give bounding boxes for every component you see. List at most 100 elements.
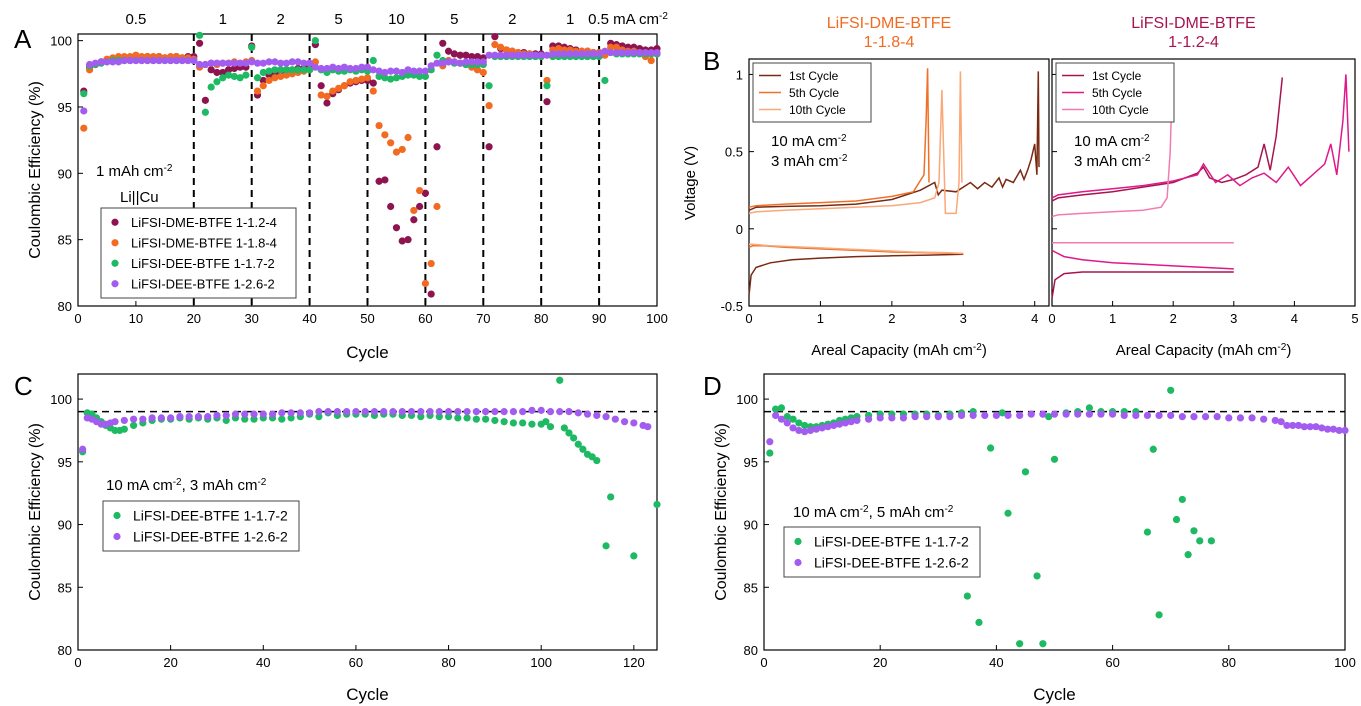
data-point — [410, 216, 418, 224]
data-point — [542, 418, 550, 426]
data-point — [369, 56, 377, 65]
data-point — [294, 66, 302, 74]
data-point — [444, 413, 453, 421]
data-point — [241, 410, 249, 418]
y-axis-label: Voltage (V) — [682, 146, 699, 220]
legend-box — [102, 500, 300, 552]
data-point — [120, 416, 128, 425]
data-point — [998, 409, 1006, 417]
data-point — [795, 426, 803, 435]
data-point — [334, 64, 343, 73]
data-point — [1312, 423, 1320, 431]
data-point — [975, 618, 983, 627]
data-point — [570, 434, 578, 442]
data-point — [601, 76, 609, 85]
data-point — [157, 414, 165, 422]
data-point — [404, 71, 412, 79]
legend-label: LiFSI-DEE-BTFE 1-1.7-2 — [131, 256, 275, 271]
data-point — [311, 63, 319, 71]
data-point — [387, 139, 395, 147]
legend-label: 5th Cycle — [1092, 86, 1142, 100]
data-point — [387, 67, 395, 75]
x-axis-label-part-0: Areal Capacity (mAh cm — [811, 342, 973, 359]
data-point — [334, 84, 343, 92]
y-tick-label: 90 — [744, 518, 758, 533]
data-point — [417, 413, 425, 421]
data-point — [1323, 425, 1332, 433]
data-point — [230, 64, 238, 73]
panel-letter-d: D — [703, 371, 722, 401]
data-point — [346, 64, 354, 73]
data-point — [636, 48, 644, 57]
data-point — [85, 60, 94, 69]
data-point — [253, 87, 262, 95]
data-point — [620, 418, 629, 426]
data-point — [644, 423, 652, 431]
data-point — [1132, 411, 1140, 419]
data-point — [482, 408, 490, 416]
data-point — [1033, 572, 1041, 580]
data-point — [454, 414, 462, 422]
data-point — [853, 416, 861, 425]
data-point — [375, 72, 383, 81]
data-point — [1306, 423, 1314, 431]
data-point — [282, 66, 291, 74]
data-point — [250, 415, 258, 423]
x-axis-label-part-0: Areal Capacity (mAh cm — [1116, 342, 1278, 359]
x-tick-label: 3 — [960, 311, 967, 326]
series-3 — [80, 47, 661, 115]
legend-marker — [794, 537, 802, 546]
data-point — [1050, 410, 1059, 418]
data-point — [653, 500, 661, 509]
data-point — [352, 76, 360, 85]
data-point — [358, 75, 366, 83]
capacity-annotation-part-0: 3 mAh cm — [1074, 153, 1142, 170]
data-point — [439, 59, 447, 67]
y-tick-label: 85 — [58, 580, 72, 595]
rate-label-part-1: -2 — [659, 11, 668, 22]
data-point — [549, 50, 557, 58]
data-point — [433, 202, 441, 211]
data-point — [647, 56, 655, 65]
data-point — [456, 59, 464, 67]
data-point — [537, 406, 545, 414]
y-tick-label: 80 — [58, 643, 72, 658]
data-point — [201, 60, 209, 69]
data-point — [528, 406, 536, 414]
data-point — [439, 39, 447, 47]
data-point — [519, 408, 527, 416]
data-point — [888, 414, 896, 422]
subplot-title-line2: 1-1.2-4 — [1168, 34, 1219, 51]
data-point — [830, 421, 838, 430]
data-point — [207, 83, 215, 91]
data-point — [969, 411, 977, 419]
data-point — [271, 66, 279, 74]
data-point — [1062, 410, 1070, 418]
x-tick-label: 0 — [1048, 311, 1055, 326]
data-point — [370, 408, 379, 416]
data-point — [772, 411, 780, 419]
data-point — [485, 143, 493, 151]
data-point — [392, 74, 401, 82]
data-point — [404, 133, 412, 142]
subplot-title-line1: LiFSI-DME-BTFE — [1131, 15, 1255, 32]
data-point — [479, 58, 487, 66]
data-point — [472, 415, 480, 423]
data-point — [500, 408, 508, 416]
data-point — [294, 58, 302, 66]
legend-marker — [111, 259, 119, 267]
condition-annotation-part-0: 10 mA cm — [106, 477, 173, 494]
data-point — [204, 413, 212, 421]
data-point — [1190, 527, 1198, 535]
series-2 — [80, 31, 661, 116]
data-point — [1289, 421, 1297, 430]
data-point — [306, 59, 314, 67]
data-point — [129, 421, 138, 430]
data-point — [167, 414, 175, 422]
data-point — [1027, 410, 1035, 418]
data-point — [463, 414, 471, 422]
data-point — [311, 37, 319, 45]
data-point — [416, 72, 424, 81]
data-point — [231, 410, 240, 418]
data-point — [80, 90, 88, 98]
